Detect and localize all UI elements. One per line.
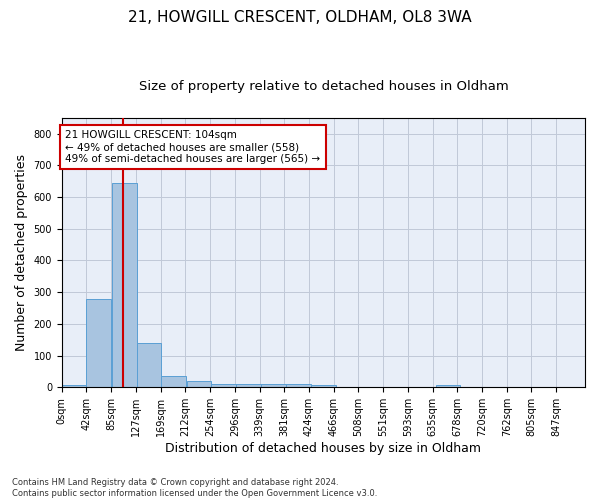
Text: 21 HOWGILL CRESCENT: 104sqm
← 49% of detached houses are smaller (558)
49% of se: 21 HOWGILL CRESCENT: 104sqm ← 49% of det…	[65, 130, 320, 164]
Bar	[261, 384, 286, 388]
Text: Contains HM Land Registry data © Crown copyright and database right 2024.
Contai: Contains HM Land Registry data © Crown c…	[12, 478, 377, 498]
Title: Size of property relative to detached houses in Oldham: Size of property relative to detached ho…	[139, 80, 508, 93]
Bar	[236, 384, 261, 388]
Bar	[436, 385, 460, 388]
Text: 21, HOWGILL CRESCENT, OLDHAM, OL8 3WA: 21, HOWGILL CRESCENT, OLDHAM, OL8 3WA	[128, 10, 472, 25]
Bar	[211, 384, 236, 388]
Bar	[112, 183, 137, 388]
Bar	[137, 343, 161, 388]
Y-axis label: Number of detached properties: Number of detached properties	[15, 154, 28, 351]
Bar	[286, 384, 311, 388]
Bar	[161, 376, 186, 388]
Bar	[187, 381, 211, 388]
Bar	[86, 300, 111, 388]
Bar	[311, 385, 336, 388]
X-axis label: Distribution of detached houses by size in Oldham: Distribution of detached houses by size …	[166, 442, 481, 455]
Bar	[62, 385, 86, 388]
